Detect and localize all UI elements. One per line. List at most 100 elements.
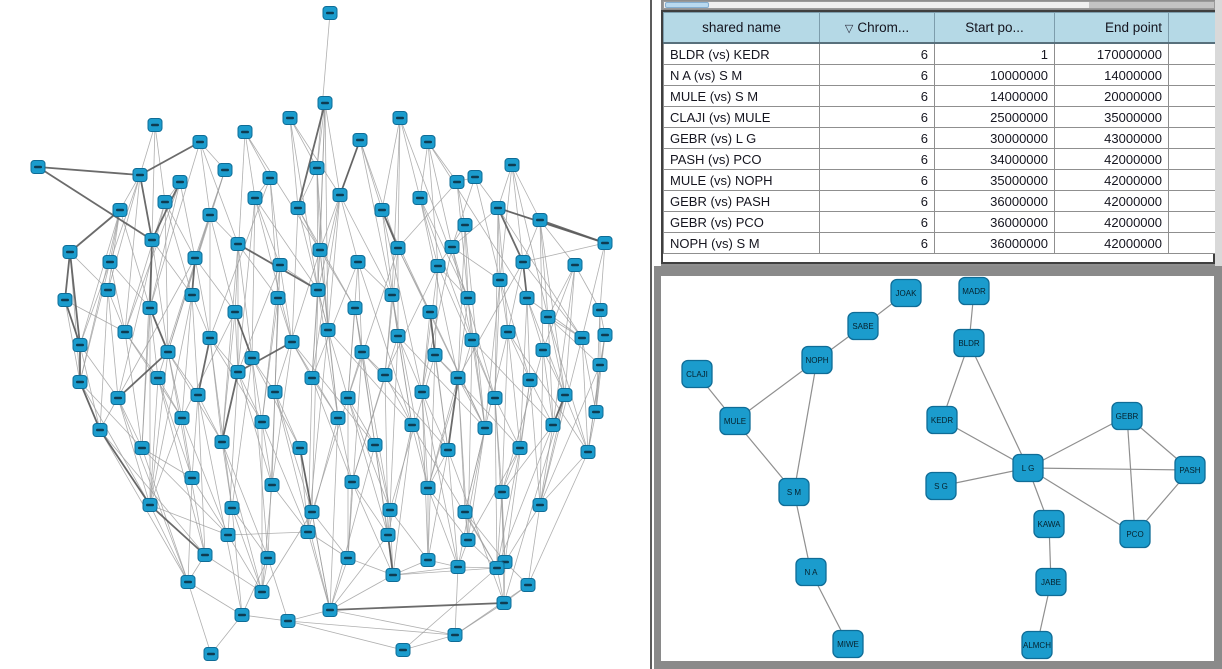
main-network-panel[interactable] — [0, 0, 650, 669]
network-node[interactable] — [494, 485, 510, 499]
network-node[interactable] — [384, 288, 400, 302]
network-node[interactable] — [244, 351, 260, 365]
network-node[interactable] — [110, 391, 126, 405]
column-header-0[interactable]: shared name — [663, 12, 820, 44]
network-node[interactable] — [545, 418, 561, 432]
network-node[interactable] — [190, 388, 206, 402]
network-node[interactable] — [117, 325, 133, 339]
filtered-network-canvas[interactable]: JOAK SABE MADR BLDR NOPH CLAJI MULE KEDR GEBR L G… — [661, 276, 1214, 661]
network-node[interactable] — [467, 170, 483, 184]
network-node[interactable] — [340, 391, 356, 405]
network-node[interactable] — [220, 528, 236, 542]
network-node-pash[interactable]: PASH — [1174, 455, 1206, 485]
network-node[interactable] — [330, 411, 346, 425]
network-node[interactable] — [234, 608, 250, 622]
table-cell[interactable]: 192.0 — [1168, 42, 1222, 65]
network-node[interactable] — [62, 245, 78, 259]
table-cell[interactable]: 6 — [819, 85, 935, 107]
network-node[interactable] — [310, 283, 326, 297]
table-cell[interactable]: 35000000 — [1054, 106, 1169, 128]
network-node[interactable] — [332, 188, 348, 202]
table-cell[interactable]: 35000000 — [934, 169, 1055, 191]
network-node[interactable] — [264, 478, 280, 492]
network-node[interactable] — [309, 161, 325, 175]
table-cell[interactable]: 43000000 — [1054, 127, 1169, 149]
network-node[interactable] — [540, 310, 556, 324]
network-node[interactable] — [522, 373, 538, 387]
table-cell[interactable]: 6 — [819, 127, 935, 149]
network-node[interactable] — [184, 471, 200, 485]
network-node[interactable] — [520, 578, 536, 592]
network-node[interactable] — [460, 533, 476, 547]
network-node[interactable] — [224, 501, 240, 515]
network-node-kedr[interactable]: KEDR — [926, 405, 958, 435]
network-node[interactable] — [496, 596, 512, 610]
table-cell[interactable]: 10.5 — [1168, 169, 1222, 191]
table-cell[interactable]: PASH (vs) PCO — [663, 148, 820, 170]
network-node[interactable] — [450, 371, 466, 385]
network-node[interactable] — [214, 435, 230, 449]
table-row[interactable]: NOPH (vs) S M636000000420000009.9 — [663, 232, 1222, 254]
network-node[interactable] — [247, 191, 263, 205]
network-node-madr[interactable]: MADR — [958, 276, 990, 306]
network-node-mule[interactable]: MULE — [719, 406, 751, 436]
network-node[interactable] — [132, 168, 148, 182]
network-node-miwe[interactable]: MIWE — [832, 629, 864, 659]
network-node[interactable] — [320, 323, 336, 337]
network-node[interactable] — [144, 233, 160, 247]
network-node[interactable] — [380, 528, 396, 542]
network-node[interactable] — [267, 385, 283, 399]
network-node[interactable] — [504, 158, 520, 172]
network-node[interactable] — [420, 135, 436, 149]
network-node[interactable] — [344, 475, 360, 489]
network-node[interactable] — [180, 575, 196, 589]
network-node[interactable] — [352, 133, 368, 147]
network-node-sabe[interactable]: SABE — [847, 311, 879, 341]
network-node[interactable] — [30, 160, 46, 174]
network-node[interactable] — [72, 375, 88, 389]
network-node[interactable] — [515, 255, 531, 269]
table-hscrollbar[interactable] — [663, 1, 1215, 9]
network-node[interactable] — [519, 291, 535, 305]
network-node[interactable] — [390, 241, 406, 255]
network-node[interactable] — [449, 175, 465, 189]
network-node[interactable] — [202, 208, 218, 222]
network-node[interactable] — [390, 329, 406, 343]
network-node[interactable] — [172, 175, 188, 189]
network-node[interactable] — [367, 438, 383, 452]
table-cell[interactable]: 16.9 — [1168, 127, 1222, 149]
network-node[interactable] — [227, 305, 243, 319]
network-node[interactable] — [230, 365, 246, 379]
column-header-1[interactable]: ▽ Chrom... — [819, 12, 935, 44]
network-node[interactable] — [292, 441, 308, 455]
table-cell[interactable]: 1 — [934, 42, 1055, 65]
network-node[interactable] — [217, 163, 233, 177]
network-node[interactable] — [592, 303, 608, 317]
table-cell[interactable]: BLDR (vs) KEDR — [663, 42, 820, 65]
table-cell[interactable]: 42000000 — [1054, 169, 1169, 191]
network-node[interactable] — [574, 331, 590, 345]
network-node-s-g[interactable]: S G — [925, 471, 957, 501]
network-node[interactable] — [490, 201, 506, 215]
table-cell[interactable]: 6 — [819, 42, 935, 65]
table-cell[interactable]: 36000000 — [934, 190, 1055, 212]
network-node[interactable] — [290, 201, 306, 215]
network-node[interactable] — [112, 203, 128, 217]
network-node[interactable] — [322, 6, 338, 20]
network-node-l-g[interactable]: L G — [1012, 453, 1044, 483]
network-node[interactable] — [282, 111, 298, 125]
table-row[interactable]: BLDR (vs) KEDR61170000000192.0 — [663, 42, 1222, 65]
network-node[interactable] — [197, 548, 213, 562]
network-node[interactable] — [535, 343, 551, 357]
network-node[interactable] — [592, 358, 608, 372]
table-cell[interactable]: 6.6 — [1168, 64, 1222, 86]
network-node-n-a[interactable]: N A — [795, 557, 827, 587]
table-cell[interactable]: 11.4 — [1168, 148, 1222, 170]
table-cell[interactable]: 8.4 — [1168, 211, 1222, 233]
network-node[interactable] — [142, 301, 158, 315]
network-node[interactable] — [477, 421, 493, 435]
network-node[interactable] — [72, 338, 88, 352]
network-node[interactable] — [317, 96, 333, 110]
column-header-2[interactable]: Start po... — [934, 12, 1055, 44]
network-node[interactable] — [300, 525, 316, 539]
